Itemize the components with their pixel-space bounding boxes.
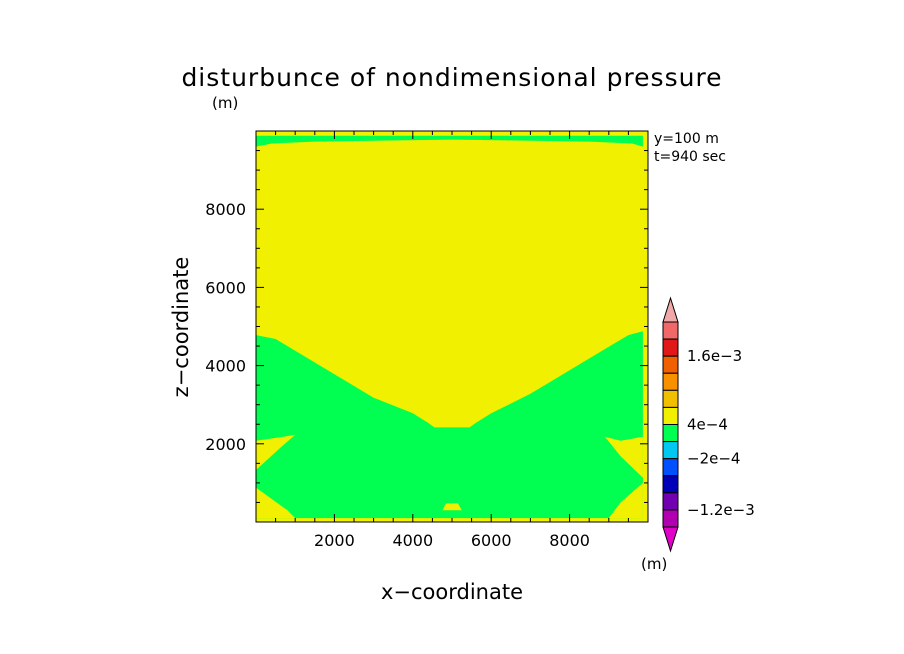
- contour-region-yellow-blob-center: [424, 391, 480, 406]
- colorbar-segment: [662, 441, 679, 460]
- x-axis-ticks: 2000 4000 6000 8000: [275, 131, 629, 550]
- contour-regions: [256, 135, 643, 519]
- colorbar-bottom-arrow: [662, 526, 679, 553]
- contour-region-green-top-band: [256, 135, 643, 147]
- colorbar-label: −1.2e−3: [687, 501, 755, 519]
- annotation-t: t=940 sec: [654, 149, 726, 165]
- contour-region-yellow-bottom-center: [442, 503, 462, 511]
- colorbar-segment: [662, 458, 679, 477]
- colorbar-segment: [662, 424, 679, 443]
- colorbar-unit: (m): [641, 555, 667, 573]
- colorbar-segment: [662, 372, 679, 391]
- colorbar-label: −2e−4: [687, 450, 740, 468]
- colorbar-segment: [662, 355, 679, 374]
- x-tick-label: 2000: [314, 531, 355, 550]
- plot-area: 2000 4000 6000 8000 2000 4000 6000 8000: [205, 130, 649, 550]
- colorbar: 1.6e−3 4e−4 −2e−4 −1.2e−3: [662, 296, 755, 553]
- y-tick-label: 8000: [205, 200, 246, 219]
- y-tick-label: 6000: [205, 278, 246, 297]
- x-tick-label: 6000: [471, 531, 512, 550]
- y-axis-ticks: 2000 4000 6000 8000: [205, 150, 648, 503]
- colorbar-segment: [662, 509, 679, 528]
- contour-region-yellow-left-bottom: [256, 487, 296, 519]
- y-tick-label: 2000: [205, 435, 246, 454]
- contour-region-yellow-left-mid: [256, 434, 296, 470]
- annotation-y: y=100 m: [654, 131, 719, 147]
- contour-region-yellow-right-mid: [604, 436, 643, 478]
- chart-title: disturbunce of nondimensional pressure: [181, 63, 722, 92]
- colorbar-segment: [662, 321, 679, 340]
- y-axis-label: z−coordinate: [169, 257, 193, 398]
- contour-region-yellow-right-bottom: [608, 482, 643, 519]
- colorbar-segment: [662, 338, 679, 357]
- x-tick-label: 4000: [392, 531, 433, 550]
- colorbar-label: 4e−4: [687, 416, 728, 434]
- x-axis-label: x−coordinate: [381, 580, 523, 604]
- colorbar-segment: [662, 389, 679, 408]
- x-tick-label: 8000: [549, 531, 590, 550]
- colorbar-segment: [662, 492, 679, 511]
- title-unit: (m): [212, 94, 238, 112]
- contour-region-green-lower-region: [256, 331, 643, 519]
- y-tick-label: 4000: [205, 357, 246, 376]
- colorbar-segment: [662, 406, 679, 425]
- colorbar-segment: [662, 475, 679, 494]
- colorbar-label: 1.6e−3: [687, 347, 742, 365]
